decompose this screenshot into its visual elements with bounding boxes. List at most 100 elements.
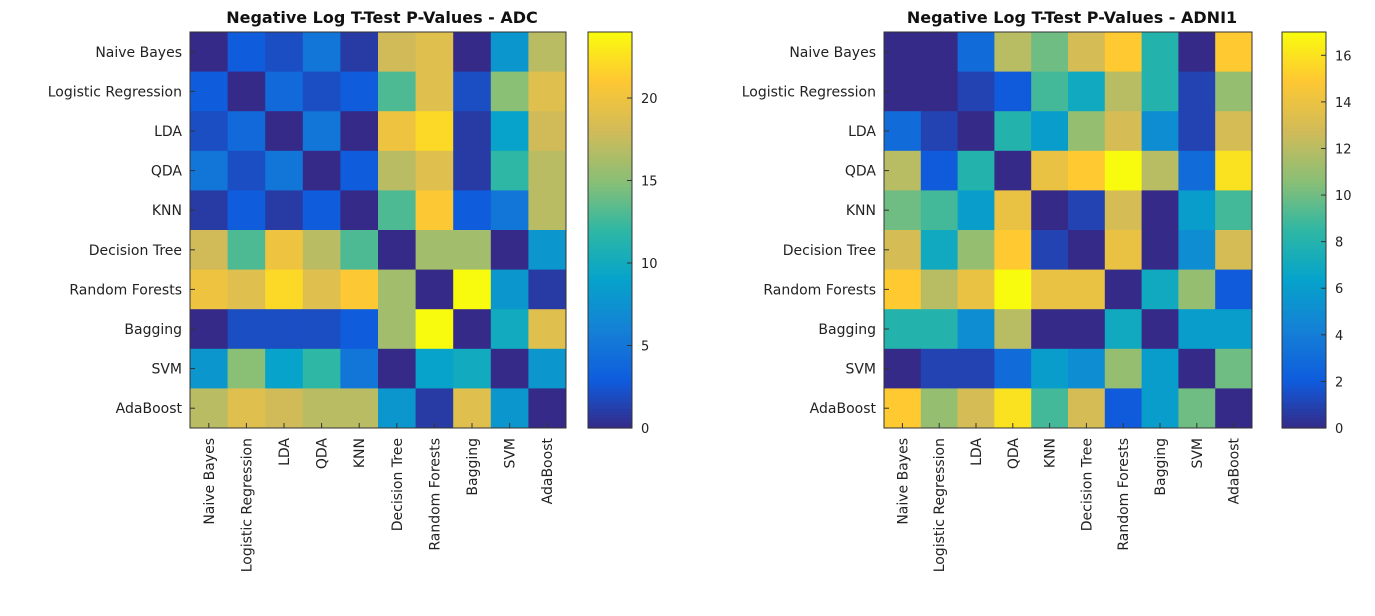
x-tick-label: Bagging: [465, 438, 481, 496]
colorbar-band: [1282, 197, 1326, 201]
colorbar-band: [1282, 292, 1326, 297]
colorbar-band: [1282, 411, 1326, 416]
heatmap-cell: [453, 388, 492, 429]
colorbar-band: [1282, 183, 1326, 188]
heatmap-cell: [1104, 230, 1143, 271]
colorbar-band: [1282, 338, 1326, 343]
heatmap-cell: [1141, 230, 1179, 271]
heatmap-cell: [994, 190, 1032, 231]
x-tick-label: Decision Tree: [390, 438, 406, 531]
heatmap-cell: [190, 348, 229, 389]
colorbar-tick-label: 10: [641, 257, 658, 272]
colorbar-band: [588, 41, 632, 46]
colorbar-band: [1282, 206, 1326, 211]
colorbar-band: [1282, 345, 1326, 350]
heatmap-cell: [227, 348, 266, 389]
colorbar-band: [1282, 381, 1326, 386]
heatmap-cell: [1068, 71, 1106, 112]
x-tick-label: KNN: [1043, 438, 1059, 468]
heatmap-cell: [957, 269, 995, 310]
heatmap-cell: [378, 150, 417, 191]
heatmap-cell: [302, 190, 341, 231]
heatmap-cell: [1215, 111, 1253, 152]
colorbar-band: [588, 183, 632, 188]
heatmap-cell: [302, 309, 341, 350]
colorbar-band: [1282, 375, 1326, 380]
heatmap-cell: [340, 32, 379, 73]
colorbar-band: [588, 329, 632, 333]
colorbar-band: [1282, 385, 1326, 389]
colorbar-band: [588, 299, 632, 304]
heatmap-cell: [1215, 150, 1253, 191]
heatmap-cell: [528, 150, 567, 191]
x-tick-label: SVM: [503, 438, 519, 469]
colorbar-band: [1282, 203, 1326, 208]
colorbar-band: [1282, 230, 1326, 234]
heatmap-cell: [528, 111, 567, 152]
colorbar-band: [588, 289, 632, 294]
colorbar-band: [1282, 378, 1326, 383]
colorbar-band: [1282, 117, 1326, 122]
heatmap-cell: [453, 150, 492, 191]
heatmap-cell: [190, 190, 229, 231]
heatmap-cell: [1104, 309, 1143, 350]
x-tick-label: SVM: [1190, 438, 1206, 469]
heatmap-cell: [227, 71, 266, 112]
heatmap-cell: [1068, 150, 1106, 191]
colorbar-band: [1282, 302, 1326, 307]
colorbar-band: [1282, 177, 1326, 182]
colorbar-band: [1282, 58, 1326, 63]
colorbar-band: [588, 84, 632, 89]
heatmap-cell: [378, 71, 417, 112]
colorbar-band: [588, 243, 632, 248]
colorbar-band: [588, 345, 632, 350]
heatmap-cell: [227, 32, 266, 73]
colorbar-frame: [1281, 31, 1327, 429]
colorbar-band: [588, 421, 632, 426]
colorbar-band: [1282, 74, 1326, 79]
colorbar-band: [1282, 32, 1326, 36]
colorbar-band: [1282, 335, 1326, 340]
colorbar-band: [588, 193, 632, 198]
colorbar-band: [1282, 45, 1326, 50]
heatmap-cell: [415, 32, 454, 73]
colorbar-band: [1282, 332, 1326, 337]
heatmap-cell: [1068, 230, 1106, 271]
colorbar-band: [1282, 226, 1326, 231]
heatmap-cell: [1178, 309, 1216, 350]
colorbar-band: [1282, 256, 1326, 261]
heatmap-cell: [1178, 190, 1216, 231]
colorbar-band: [1282, 51, 1326, 56]
heatmap-cell: [227, 230, 266, 271]
heatmap-cell: [453, 348, 492, 389]
colorbar-band: [588, 55, 632, 59]
heatmap-cell: [1068, 269, 1106, 310]
heatmap-cell: [920, 111, 959, 152]
heatmap-cell: [994, 111, 1032, 152]
heatmap-cell: [884, 111, 922, 152]
heatmap-cell: [1141, 32, 1179, 73]
colorbar-tick-label: 16: [1335, 49, 1352, 64]
heatmap-cell: [1178, 111, 1216, 152]
colorbar-band: [588, 263, 632, 267]
colorbar-band: [1282, 391, 1326, 396]
heatmap-cell: [1104, 190, 1143, 231]
heatmap-cell: [1215, 388, 1253, 429]
heatmap-cell: [453, 230, 492, 271]
heatmap-cell: [1215, 348, 1253, 389]
heatmap-cell: [378, 111, 417, 152]
colorbar-band: [1282, 193, 1326, 198]
heatmap-cell: [453, 190, 492, 231]
colorbar-band: [1282, 368, 1326, 373]
colorbar-band: [1282, 101, 1326, 106]
heatmap-cell: [1141, 269, 1179, 310]
heatmap-cell: [265, 230, 304, 271]
heatmap-cell: [302, 388, 341, 429]
colorbar-band: [588, 65, 632, 69]
colorbar-tick-label: 0: [641, 422, 649, 437]
colorbar-band: [588, 276, 632, 281]
colorbar-band: [588, 322, 632, 327]
heatmap-cell: [994, 388, 1032, 429]
colorbar-tick-label: 10: [1335, 189, 1352, 204]
heatmap-cell: [190, 111, 229, 152]
